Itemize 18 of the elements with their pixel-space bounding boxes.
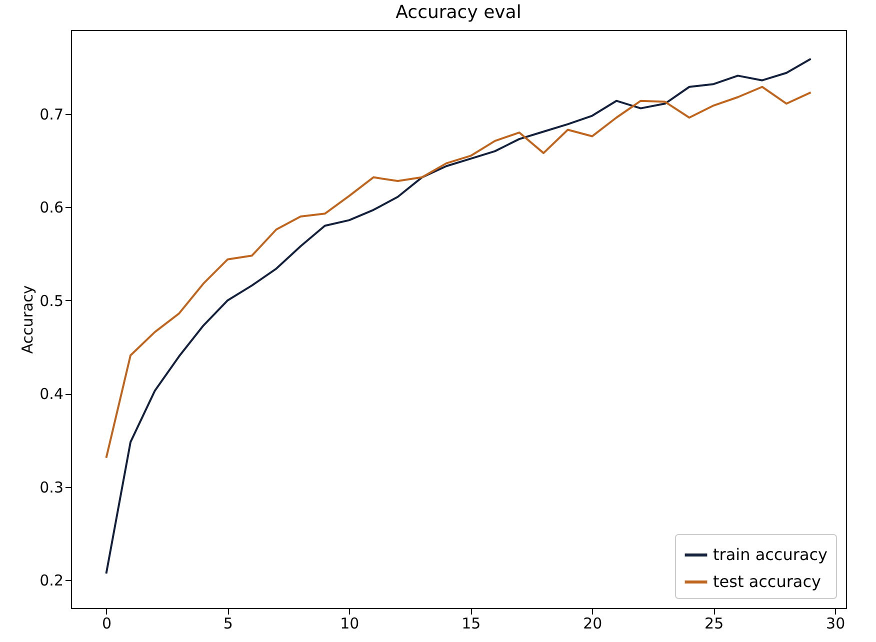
y-tick-label: 0.3 [40,478,64,496]
x-tick-label: 20 [583,614,602,632]
x-tick-label: 15 [462,614,481,632]
y-tick-label: 0.7 [40,105,64,124]
y-tick-label: 0.6 [40,198,64,217]
x-tick-label: 0 [102,614,112,632]
y-tick-label: 0.2 [40,572,64,590]
y-axis-title: Accuracy [18,285,37,354]
x-tick-label: 25 [704,614,724,632]
chart-title: Accuracy eval [396,2,522,23]
line-series [105,86,812,459]
y-tick-label: 0.4 [40,385,64,404]
legend-label: train accuracy [713,545,828,564]
x-tick-label: 30 [826,614,846,632]
legend-label: test accuracy [713,572,821,591]
x-tick-label: 10 [340,614,360,632]
x-tick-label: 5 [223,614,233,632]
y-tick-label: 0.5 [40,292,64,310]
